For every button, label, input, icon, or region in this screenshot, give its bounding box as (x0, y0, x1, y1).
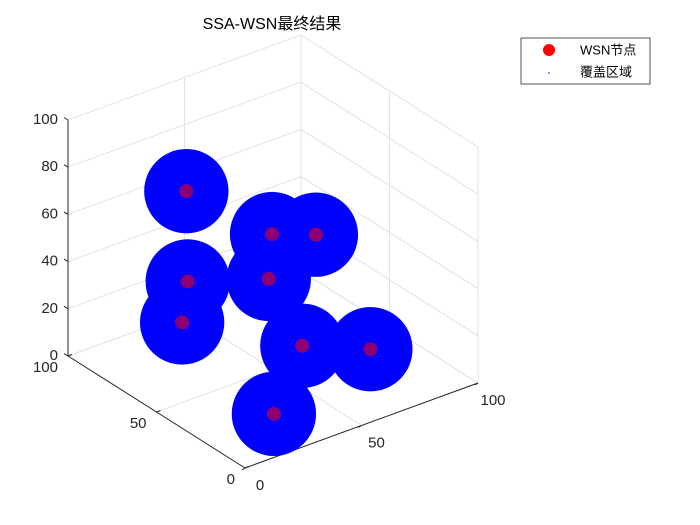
x-tick (474, 382, 479, 386)
z-tick (63, 164, 69, 168)
grid-line (67, 34, 302, 121)
grid-line (67, 81, 302, 168)
wsn-node (308, 227, 323, 242)
z-tick-label: 20 (41, 300, 58, 317)
legend-marker (548, 72, 550, 74)
z-tick (63, 258, 69, 263)
y-tick (156, 410, 161, 413)
z-tick-label: 80 (41, 158, 58, 175)
wsn-node (265, 227, 280, 242)
legend-label: 覆盖区域 (580, 64, 632, 79)
y-tick-label: 50 (130, 415, 147, 432)
z-tick (63, 117, 69, 121)
chart-title: SSA-WSN最终结果 (203, 15, 342, 33)
z-tick (63, 305, 69, 310)
legend-marker (543, 44, 555, 56)
legend-label: WSN节点 (580, 42, 636, 57)
x-tick (358, 425, 362, 428)
wsn-node (175, 315, 190, 330)
z-tick-label: 40 (41, 253, 58, 270)
wsn-node (295, 338, 310, 353)
wsn-node (266, 406, 281, 421)
x-tick-label: 100 (480, 392, 505, 409)
wsn-node (363, 342, 378, 357)
grid-line (300, 81, 479, 195)
wsn-node (261, 271, 276, 286)
wsn-node (180, 274, 195, 289)
y-tick (244, 466, 250, 469)
grid-line (300, 128, 479, 242)
y-tick-label: 0 (227, 471, 235, 488)
y-tick (67, 354, 73, 357)
grid-line (300, 34, 479, 148)
z-tick (63, 211, 69, 215)
x-tick-label: 0 (256, 477, 264, 494)
z-tick (63, 353, 69, 357)
legend-box (520, 37, 651, 85)
x-tick (241, 467, 246, 471)
wsn-node (179, 184, 194, 199)
z-tick-label: 0 (50, 347, 58, 364)
y-tick-label: 100 (33, 359, 58, 376)
z-tick-label: 100 (33, 111, 58, 128)
z-tick-label: 60 (41, 205, 58, 222)
x-tick-label: 50 (368, 434, 385, 451)
marks (139, 148, 413, 457)
